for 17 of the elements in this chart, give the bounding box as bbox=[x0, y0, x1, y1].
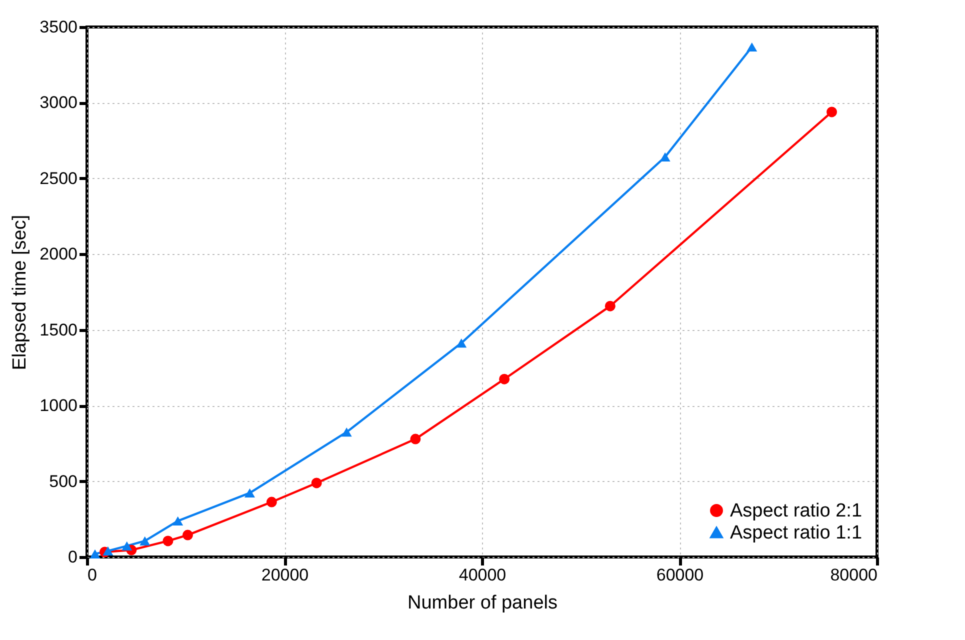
x-axis-title: Number of panels bbox=[408, 592, 558, 614]
y-tick-label: 500 bbox=[49, 472, 78, 491]
x-tick-label: 20000 bbox=[261, 566, 309, 584]
y-axis-title: Elapsed time [sec] bbox=[10, 214, 31, 370]
x-tick-label: 60000 bbox=[656, 566, 704, 584]
y-tick-label: 2000 bbox=[40, 244, 78, 264]
legend-label: Aspect ratio 2:1 bbox=[730, 500, 862, 522]
legend-label: Aspect ratio 1:1 bbox=[730, 522, 862, 544]
y-tick-label: 3000 bbox=[40, 93, 78, 112]
y-tick-label: 0 bbox=[68, 548, 78, 566]
y-tick-label: 1000 bbox=[40, 396, 78, 416]
y-tick-label: 2500 bbox=[40, 168, 78, 188]
y-tick-label: 1500 bbox=[40, 320, 78, 340]
x-tick-label: 80000 bbox=[830, 566, 878, 584]
y-tick-label: 3500 bbox=[40, 18, 78, 36]
x-tick-label: 40000 bbox=[458, 566, 506, 584]
x-tick-label: 0 bbox=[88, 566, 97, 584]
